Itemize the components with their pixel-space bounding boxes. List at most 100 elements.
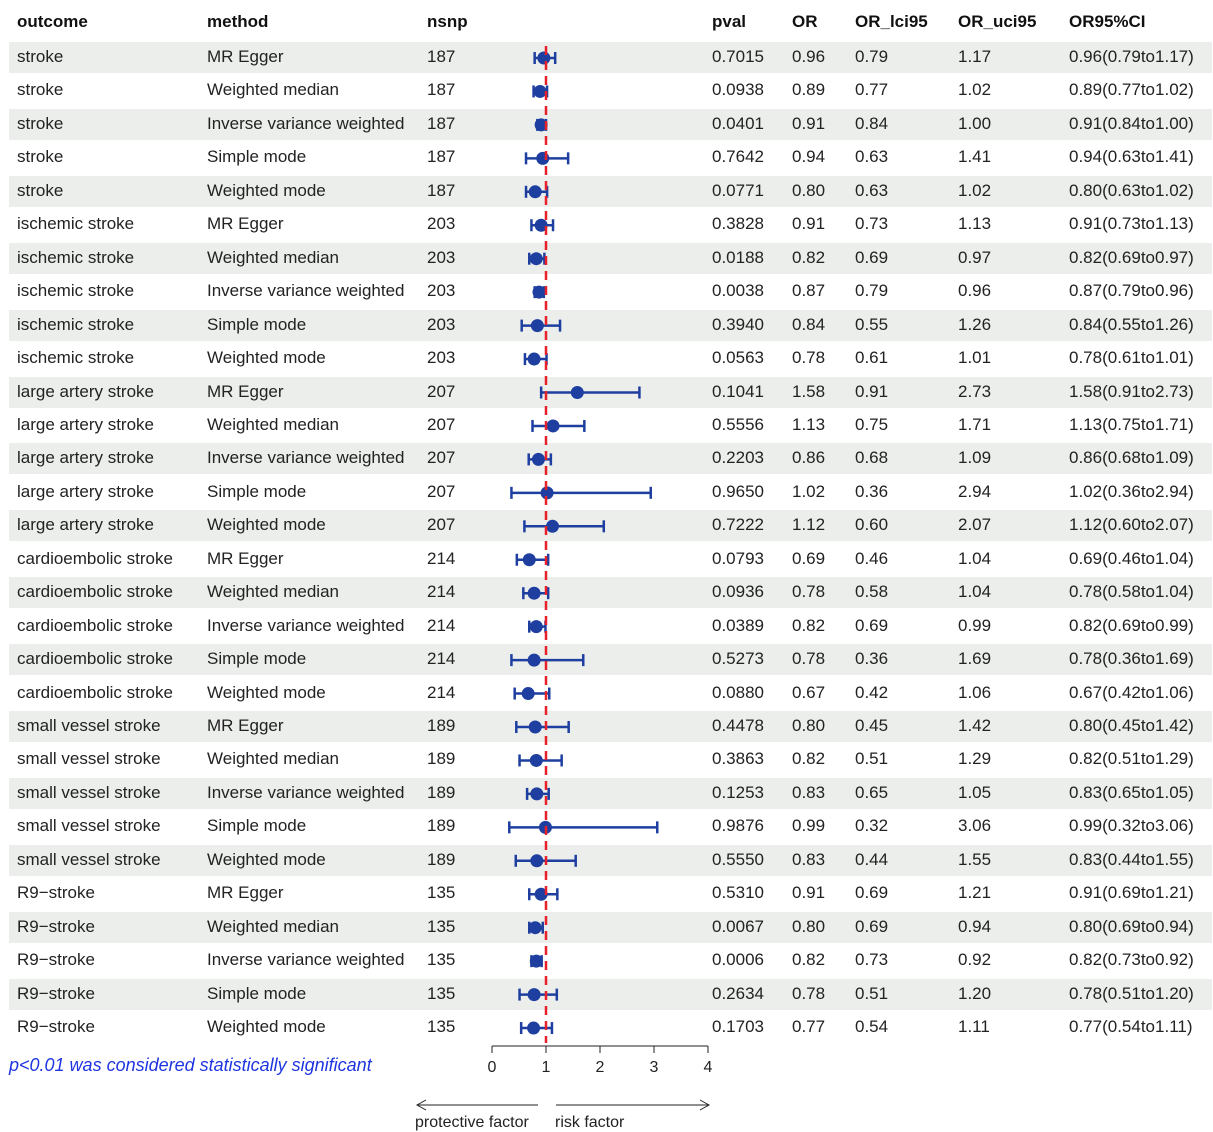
- method-cell: Weighted mode: [207, 682, 326, 702]
- table-row: ischemic stroke Weighted mode 203 0.0563 0.7…: [9, 343, 1212, 374]
- method-cell: MR Egger: [207, 47, 284, 66]
- or-cell: 0.83: [792, 782, 826, 802]
- or-lci-cell: 0.51: [855, 983, 889, 1003]
- or-lci-cell: 0.79: [855, 281, 889, 301]
- nsnp-cell: 214: [427, 582, 456, 602]
- or-uci-cell: 1.04: [958, 548, 992, 568]
- table-row: ischemic stroke MR Egger 203 0.3828 0.91 0.73…: [9, 209, 1212, 240]
- nsnp-cell: 187: [427, 180, 456, 200]
- or-cell: 0.67: [792, 682, 826, 702]
- pval-cell: 0.0793: [712, 548, 764, 568]
- outcome-cell: ischemic stroke: [17, 214, 135, 234]
- or-ci-cell: 1.02(0.36to2.94): [1069, 481, 1194, 501]
- outcome-cell: large artery stroke: [17, 481, 154, 501]
- or-ci-cell: 0.69(0.46to1.04): [1069, 548, 1194, 568]
- or-lci-cell: 0.63: [855, 147, 889, 167]
- method-cell: Weighted mode: [207, 515, 326, 535]
- or-ci-cell: 0.83(0.44to1.55): [1069, 849, 1194, 869]
- nsnp-cell: 187: [427, 113, 456, 133]
- outcome-cell: cardioembolic stroke: [17, 649, 173, 669]
- or-uci-cell: 1.02: [958, 80, 992, 100]
- or-uci-cell: 1.21: [958, 883, 992, 903]
- method-cell: Weighted median: [207, 80, 339, 100]
- or-lci-cell: 0.69: [855, 247, 889, 267]
- or-point: [545, 519, 559, 533]
- or-uci-cell: 1.05: [958, 782, 992, 802]
- header-or-uci: OR_uci95: [958, 12, 1037, 31]
- or-lci-cell: 0.68: [855, 448, 889, 468]
- outcome-cell: small vessel stroke: [17, 782, 161, 802]
- or-ci-cell: 0.91(0.69to1.21): [1069, 883, 1194, 903]
- or-point: [527, 653, 541, 667]
- nsnp-cell: 203: [427, 314, 456, 334]
- outcome-cell: R9−stroke: [17, 916, 95, 936]
- or-ci-cell: 0.82(0.51to1.29): [1069, 749, 1194, 769]
- table-row: R9−stroke Simple mode 135 0.2634 0.78 0.51 1.2…: [9, 978, 1212, 1010]
- pval-cell: 0.7222: [712, 515, 764, 535]
- or-ci-cell: 0.78(0.58to1.04): [1069, 582, 1194, 602]
- method-cell: Weighted median: [207, 247, 339, 267]
- table-row: large artery stroke Weighted median 207 0.5…: [9, 410, 1212, 441]
- pval-cell: 0.0936: [712, 582, 764, 602]
- table-row: large artery stroke Inverse variance weig…: [9, 443, 1212, 475]
- pval-cell: 0.0771: [712, 180, 764, 200]
- or-lci-cell: 0.36: [855, 649, 889, 669]
- method-cell: Simple mode: [207, 983, 307, 1003]
- or-uci-cell: 1.29: [958, 749, 992, 769]
- table-row: cardioembolic stroke Simple mode 214 0.5273…: [9, 644, 1212, 676]
- or-cell: 0.99: [792, 816, 826, 836]
- or-point: [533, 84, 547, 98]
- or-point: [527, 1021, 541, 1035]
- or-cell: 0.89: [792, 80, 826, 100]
- header-or-lci: OR_lci95: [855, 12, 928, 31]
- or-lci-cell: 0.91: [855, 381, 889, 401]
- or-uci-cell: 1.04: [958, 582, 992, 602]
- method-cell: MR Egger: [207, 883, 284, 903]
- method-cell: Simple mode: [207, 816, 307, 836]
- outcome-cell: stroke: [17, 147, 64, 167]
- outcome-cell: small vessel stroke: [17, 816, 161, 836]
- or-cell: 1.58: [792, 381, 826, 401]
- pval-cell: 0.1041: [712, 381, 764, 401]
- method-cell: Weighted median: [207, 414, 339, 434]
- pval-cell: 0.0938: [712, 80, 764, 100]
- or-point: [531, 452, 545, 466]
- outcome-cell: stroke: [17, 113, 64, 133]
- nsnp-cell: 135: [427, 950, 456, 970]
- nsnp-cell: 207: [427, 448, 456, 468]
- or-ci-cell: 0.86(0.68to1.09): [1069, 448, 1194, 468]
- method-cell: Inverse variance weighted: [207, 448, 405, 468]
- or-lci-cell: 0.45: [855, 716, 889, 735]
- or-point: [528, 921, 542, 935]
- header-method: method: [207, 12, 269, 31]
- or-cell: 0.78: [792, 582, 826, 602]
- risk-arrowhead: [699, 1099, 711, 1111]
- pval-cell: 0.0006: [712, 950, 764, 970]
- or-point: [529, 954, 543, 968]
- or-uci-cell: 1.02: [958, 180, 992, 200]
- pval-cell: 0.0563: [712, 348, 764, 368]
- or-lci-cell: 0.32: [855, 816, 889, 836]
- or-ci-cell: 0.89(0.77to1.02): [1069, 80, 1194, 100]
- table-row: ischemic stroke Inverse variance weighted…: [9, 276, 1212, 307]
- or-ci-cell: 0.82(0.69to0.97): [1069, 247, 1194, 267]
- pval-cell: 0.1703: [712, 1017, 764, 1037]
- or-ci-cell: 0.91(0.84to1.00): [1069, 113, 1194, 133]
- nsnp-cell: 207: [427, 515, 456, 535]
- or-uci-cell: 0.96: [958, 281, 992, 301]
- or-uci-cell: 1.20: [958, 983, 992, 1003]
- outcome-cell: R9−stroke: [17, 983, 95, 1003]
- pval-cell: 0.0389: [712, 615, 764, 635]
- or-ci-cell: 0.84(0.55to1.26): [1069, 314, 1194, 334]
- header-outcome: outcome: [17, 12, 88, 31]
- pval-cell: 0.5310: [712, 883, 764, 903]
- outcome-cell: stroke: [17, 47, 64, 66]
- outcome-cell: large artery stroke: [17, 381, 154, 401]
- or-lci-cell: 0.55: [855, 314, 889, 334]
- nsnp-cell: 203: [427, 247, 456, 267]
- or-ci-cell: 0.67(0.42to1.06): [1069, 682, 1194, 702]
- or-cell: 0.91: [792, 113, 826, 133]
- pval-cell: 0.0038: [712, 281, 764, 301]
- or-cell: 0.82: [792, 247, 826, 267]
- or-point: [536, 151, 550, 165]
